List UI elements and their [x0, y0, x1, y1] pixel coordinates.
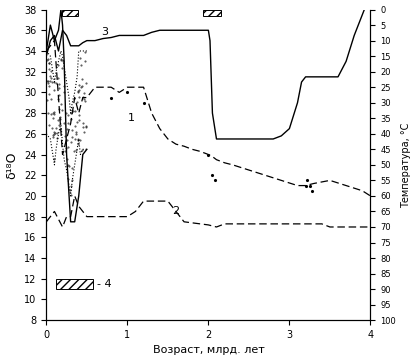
- Text: 3: 3: [101, 27, 108, 37]
- Text: 1: 1: [128, 113, 135, 123]
- Text: 2: 2: [172, 206, 180, 217]
- Y-axis label: δ¹⁸O: δ¹⁸O: [5, 151, 18, 179]
- Y-axis label: Температура, °C: Температура, °C: [402, 122, 412, 208]
- Bar: [56, 279, 93, 289]
- Bar: [62, 10, 78, 16]
- X-axis label: Возраст, млрд. лет: Возраст, млрд. лет: [153, 345, 264, 356]
- Bar: [203, 10, 221, 16]
- Text: - 4: - 4: [97, 279, 111, 289]
